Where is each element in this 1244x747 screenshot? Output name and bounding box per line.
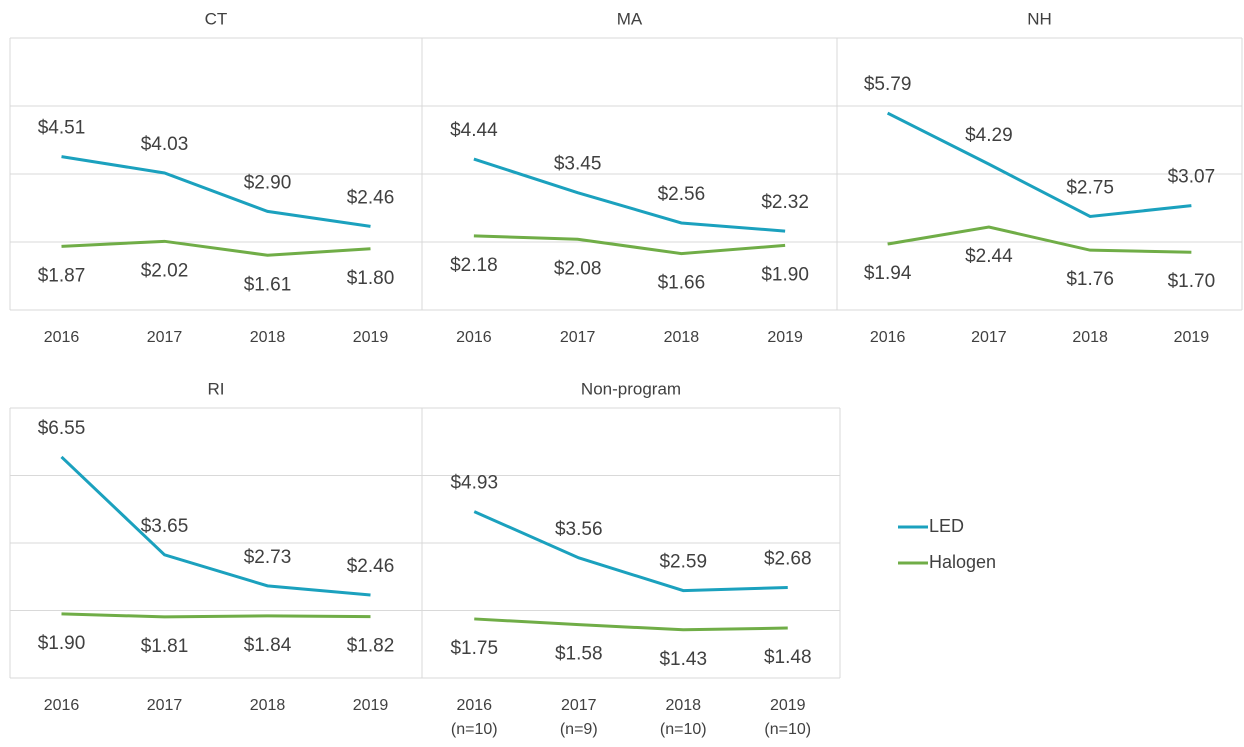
line	[886, 111, 1192, 219]
data-label: $1.90	[38, 633, 86, 654]
x-tick-label: 2019	[1173, 329, 1210, 346]
x-tick-label: 2016 (n=10)	[450, 697, 498, 738]
data-label: $1.87	[38, 265, 86, 286]
data-label: $2.02	[141, 260, 189, 281]
data-label: $3.65	[141, 516, 189, 537]
data-label: $2.75	[1066, 178, 1114, 199]
x-tick-label: 2017	[146, 329, 183, 346]
data-label: $3.45	[554, 154, 602, 175]
x-tick-label: 2016	[43, 329, 80, 346]
x-tick-label: 2019	[352, 329, 389, 346]
data-label: $4.93	[450, 473, 498, 494]
data-label: $2.73	[244, 547, 292, 568]
data-label: $1.66	[658, 273, 706, 294]
data-label: $4.03	[141, 134, 189, 155]
line	[887, 225, 1192, 254]
line	[474, 617, 788, 632]
data-label: $1.75	[450, 638, 498, 659]
data-label: $2.68	[764, 549, 812, 570]
data-label: $2.46	[347, 187, 395, 208]
data-label: $2.32	[761, 192, 809, 213]
line	[473, 510, 788, 593]
x-tick-label: 2017	[559, 329, 596, 346]
line	[473, 157, 786, 233]
data-label: $2.46	[347, 556, 395, 577]
data-label: $2.08	[554, 258, 602, 279]
data-label: $1.84	[244, 635, 292, 656]
data-label: $2.18	[450, 255, 498, 276]
x-tick-label: 2018	[249, 329, 286, 346]
data-label: $2.56	[658, 184, 706, 205]
x-tick-label: 2016	[869, 329, 906, 346]
data-label: $4.29	[965, 125, 1013, 146]
legend-label: Halogen	[929, 552, 996, 572]
panel-title: NH	[1027, 9, 1052, 28]
data-label: $2.59	[659, 552, 707, 573]
line	[60, 455, 371, 597]
line	[61, 155, 371, 228]
data-label: $1.82	[347, 636, 395, 657]
data-label: $1.80	[347, 268, 395, 289]
data-label: $3.07	[1168, 167, 1216, 188]
data-label: $2.90	[244, 172, 292, 193]
x-tick-label: 2017	[971, 329, 1007, 346]
panel-title: MA	[617, 9, 643, 28]
x-tick-label: 2018 (n=10)	[659, 697, 707, 738]
x-tick-label: 2018	[663, 329, 700, 346]
x-tick-label: 2019	[352, 697, 389, 714]
legend-label: LED	[929, 516, 964, 536]
data-label: $3.56	[555, 519, 603, 540]
data-label: $4.44	[450, 120, 498, 141]
line	[61, 612, 371, 619]
data-label: $5.79	[864, 74, 912, 95]
data-label: $1.94	[864, 263, 912, 284]
line	[61, 239, 371, 257]
line	[473, 234, 786, 256]
x-tick-label: 2017	[146, 697, 183, 714]
data-label: $1.48	[764, 647, 812, 668]
panel-title: CT	[205, 9, 228, 28]
data-label: $4.51	[38, 118, 86, 139]
data-label: $1.58	[555, 644, 603, 665]
data-label: $2.44	[965, 246, 1013, 267]
x-tick-label: 2018	[1072, 329, 1108, 346]
panel-title: Non-program	[581, 379, 681, 398]
x-tick-label: 2016	[43, 697, 80, 714]
panel-title: RI	[208, 379, 225, 398]
x-tick-label: 2018	[249, 697, 286, 714]
data-label: $6.55	[38, 418, 86, 439]
data-label: $1.61	[244, 274, 292, 295]
data-label: $1.76	[1066, 269, 1114, 290]
data-label: $1.81	[141, 636, 189, 657]
data-label: $1.90	[761, 264, 809, 285]
data-label: $1.70	[1168, 271, 1216, 292]
x-tick-label: 2016	[456, 329, 492, 346]
data-label: $1.43	[659, 649, 707, 670]
x-tick-label: 2019 (n=10)	[764, 697, 812, 738]
x-tick-label: 2017 (n=9)	[559, 697, 598, 738]
x-tick-label: 2019	[767, 329, 803, 346]
